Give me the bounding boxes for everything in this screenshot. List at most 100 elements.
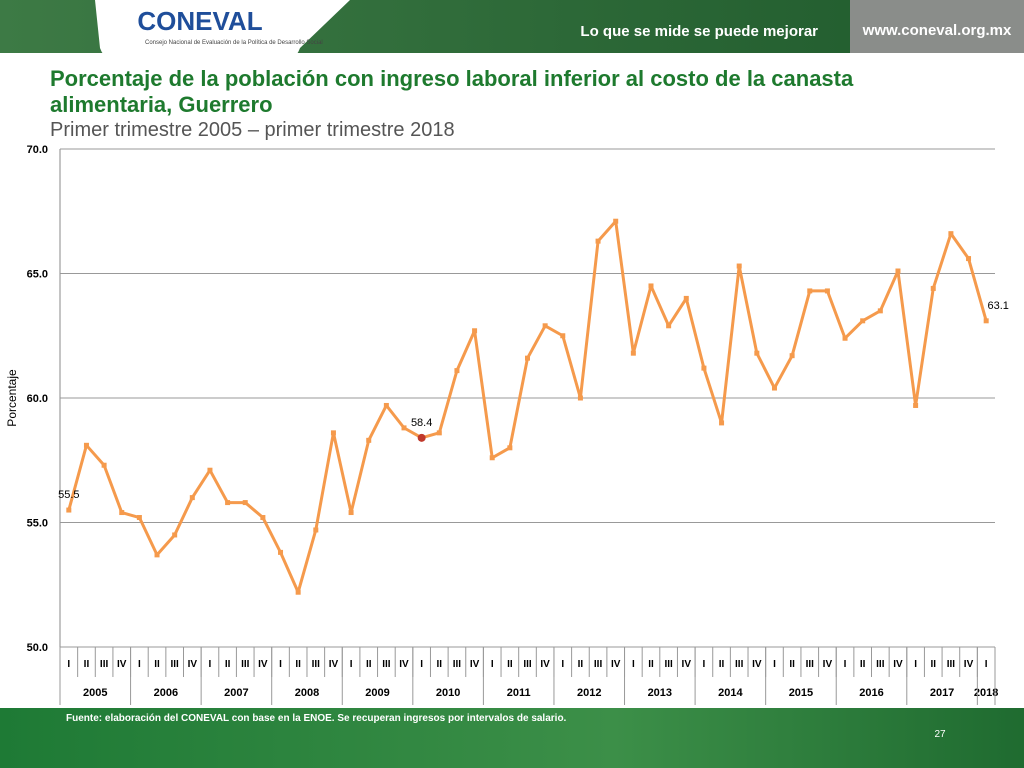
marker [348,510,354,516]
x-tick-label: IV [823,659,833,670]
marker [454,368,460,374]
x-tick-label: II [154,659,160,670]
x-tick-label: IV [399,659,409,670]
x-tick-label: I [209,659,212,670]
marker [101,462,107,468]
marker [560,333,566,339]
x-tick-label: III [876,659,885,670]
marker [648,283,654,289]
logo-subtitle: Consejo Nacional de Evaluación de la Pol… [145,40,323,46]
line [67,219,988,594]
marker [472,328,478,334]
x-tick-label: III [241,659,250,670]
marker [436,430,442,436]
marker [242,500,248,506]
slogan: Lo que se mide se puede mejorar [580,23,818,40]
marker [278,549,284,555]
x-tick-label: II [578,659,584,670]
marker [489,455,495,461]
marker [966,256,972,262]
x-tick-label: IV [470,659,480,670]
page-number: 27 [934,729,946,740]
marker [754,350,760,356]
marker [542,323,548,329]
x-tick-label: IV [540,659,550,670]
data-label: 63.1 [987,300,1008,312]
year-label: 2009 [365,687,389,699]
year-label: 2010 [436,687,460,699]
marker [595,238,601,244]
data-label: 55.5 [58,489,79,501]
x-tick-label: II [366,659,372,670]
marker [736,263,742,269]
chart-title: Porcentaje de la población con ingreso l… [50,66,854,117]
x-tick-label: IV [117,659,127,670]
x-tick-label: III [382,659,391,670]
x-tick-label: II [860,659,866,670]
x-tick-label: II [648,659,654,670]
marker [295,589,301,595]
x-tick-label: I [703,659,706,670]
marker [66,507,72,513]
x-tick-label: IV [329,659,339,670]
marker [948,231,954,237]
marker [525,355,530,361]
marker [630,350,636,356]
marker [119,510,125,516]
x-tick-label: III [100,659,109,670]
marker [877,308,883,314]
x-tick-label: I [279,659,282,670]
year-label: 2015 [789,687,813,699]
x-tick-label: I [67,659,70,670]
year-label: 2007 [224,687,248,699]
marker [613,218,619,224]
x-tick-label: I [985,659,988,670]
chart-subtitle: Primer trimestre 2005 – primer trimestre… [50,119,455,141]
x-tick-label: III [523,659,532,670]
x-tick-label: IV [188,659,198,670]
year-label: 2013 [648,687,672,699]
x-tick-label: II [930,659,936,670]
x-tick-label: I [420,659,423,670]
marker [401,425,407,431]
y-tick-label: 65.0 [27,269,48,281]
x-tick-label: I [491,659,494,670]
x-tick-label: IV [611,659,621,670]
marker [719,420,725,426]
marker [824,288,830,294]
marker [701,365,707,371]
y-axis-label: Porcentaje [5,369,19,427]
marker [895,268,901,274]
x-tick-label: II [295,659,301,670]
x-tick-label: II [507,659,513,670]
x-tick-label: I [138,659,141,670]
marker [366,437,372,443]
year-label: 2006 [154,687,178,699]
marker [313,527,319,533]
x-tick-label: III [735,659,744,670]
url-panel [850,0,1024,53]
x-tick-label: IV [752,659,762,670]
x-tick-label: III [806,659,815,670]
marker [577,395,583,401]
marker [913,402,919,408]
marker [330,430,336,436]
x-tick-label: III [664,659,673,670]
x-tick-label: IV [258,659,268,670]
x-tick-label: I [914,659,917,670]
x-tick-label: III [947,659,956,670]
x-tick-label: II [84,659,90,670]
x-tick-label: III [453,659,462,670]
year-label: 2005 [83,687,107,699]
x-tick-label: III [312,659,321,670]
source: Fuente: elaboración del CONEVAL con base… [66,713,567,724]
year-label: 2018 [974,687,998,699]
highlight-marker [417,433,426,442]
marker [789,353,795,359]
year-label: 2012 [577,687,601,699]
x-tick-label: I [632,659,635,670]
x-tick-label: II [437,659,443,670]
x-tick-label: III [170,659,179,670]
